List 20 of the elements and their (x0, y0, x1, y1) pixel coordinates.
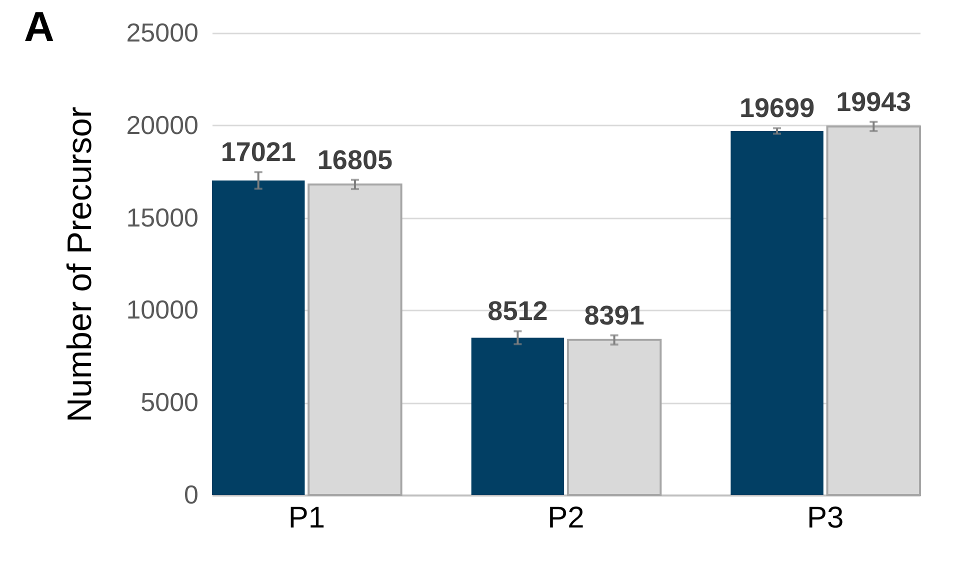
y-tick-label: 10000 (126, 294, 198, 325)
x-tick-label: P3 (806, 502, 844, 534)
data-label: 19943 (836, 86, 912, 117)
y-axis-title: Number of Precursor (61, 106, 100, 422)
y-tick-label: 0 (184, 480, 198, 510)
y-tick-label: 20000 (126, 110, 198, 140)
bar (471, 338, 564, 495)
y-tick-label: 25000 (126, 18, 198, 48)
data-label: 17021 (220, 137, 296, 168)
bar (730, 130, 824, 495)
data-label: 16805 (317, 144, 392, 175)
y-tick-label: 15000 (126, 202, 198, 232)
x-tick-label: P1 (288, 502, 326, 534)
data-label: 19699 (740, 93, 815, 124)
y-tick-label: 5000 (140, 387, 198, 418)
data-label: 8512 (488, 296, 548, 326)
text: A (24, 3, 54, 50)
data-label: 8391 (584, 300, 644, 330)
bar (212, 180, 305, 495)
x-tick-label: P2 (548, 502, 584, 534)
